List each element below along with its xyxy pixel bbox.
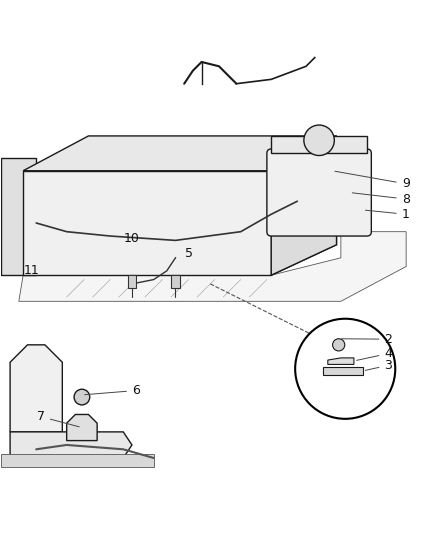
Polygon shape [1,454,154,467]
Polygon shape [23,214,336,275]
Polygon shape [328,358,354,365]
Bar [171,275,180,288]
Circle shape [332,339,345,351]
Polygon shape [271,136,336,275]
FancyBboxPatch shape [267,149,371,236]
Text: 1: 1 [365,208,410,221]
Text: 6: 6 [85,384,140,397]
Circle shape [295,319,395,419]
Polygon shape [67,415,97,441]
Polygon shape [271,136,367,154]
Polygon shape [323,367,363,375]
Text: 11: 11 [24,264,40,277]
Polygon shape [19,232,406,301]
Text: 2: 2 [342,333,392,346]
Text: 7: 7 [37,410,79,427]
Polygon shape [10,432,132,458]
Text: 8: 8 [352,192,410,206]
Text: 3: 3 [365,359,392,372]
Polygon shape [10,345,62,432]
Circle shape [74,389,90,405]
Text: 4: 4 [357,347,392,360]
Text: 5: 5 [184,247,193,260]
Circle shape [304,125,334,156]
Text: 9: 9 [335,171,410,190]
Bar [1,345,167,475]
Text: 10: 10 [124,232,140,245]
Polygon shape [23,136,336,171]
Bar [127,275,136,288]
Polygon shape [23,171,271,275]
Polygon shape [1,158,36,275]
